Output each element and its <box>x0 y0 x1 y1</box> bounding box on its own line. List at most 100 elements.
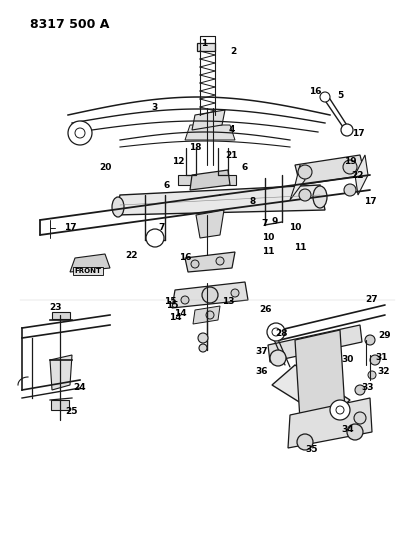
Circle shape <box>298 165 312 179</box>
Ellipse shape <box>112 197 124 217</box>
Circle shape <box>341 124 353 136</box>
Polygon shape <box>178 175 236 185</box>
Circle shape <box>75 128 85 138</box>
Text: FRONT: FRONT <box>73 266 103 276</box>
Text: 24: 24 <box>74 384 86 392</box>
Text: 22: 22 <box>126 251 138 260</box>
Polygon shape <box>268 325 362 362</box>
Circle shape <box>146 229 164 247</box>
Text: 3: 3 <box>152 103 158 112</box>
Circle shape <box>206 311 214 319</box>
Polygon shape <box>290 165 305 200</box>
Polygon shape <box>185 252 235 272</box>
Polygon shape <box>272 365 350 420</box>
Text: 36: 36 <box>256 367 268 376</box>
Text: 16: 16 <box>179 254 191 262</box>
Circle shape <box>68 121 92 145</box>
Text: 25: 25 <box>66 408 78 416</box>
Text: 20: 20 <box>99 164 111 173</box>
Circle shape <box>181 296 189 304</box>
Text: 17: 17 <box>364 198 376 206</box>
Text: 11: 11 <box>294 244 306 253</box>
Text: 6: 6 <box>242 164 248 173</box>
Text: 29: 29 <box>379 330 391 340</box>
Circle shape <box>191 260 199 268</box>
Polygon shape <box>190 170 230 190</box>
Text: 14: 14 <box>174 309 186 318</box>
Text: 9: 9 <box>272 217 278 227</box>
Text: 2: 2 <box>230 47 236 56</box>
Circle shape <box>199 344 207 352</box>
Text: 8317 500 A: 8317 500 A <box>30 18 109 31</box>
Text: 34: 34 <box>341 425 354 434</box>
Circle shape <box>267 323 285 341</box>
Circle shape <box>216 257 224 265</box>
Circle shape <box>202 287 218 303</box>
Polygon shape <box>50 355 72 390</box>
Text: 13: 13 <box>222 297 234 306</box>
Text: 23: 23 <box>49 303 61 312</box>
Circle shape <box>272 328 280 336</box>
Text: 5: 5 <box>337 91 343 100</box>
Text: 19: 19 <box>344 157 356 166</box>
Text: 22: 22 <box>352 171 364 180</box>
Text: 27: 27 <box>366 295 378 304</box>
Text: 8: 8 <box>250 198 256 206</box>
Text: 1: 1 <box>201 39 207 49</box>
Circle shape <box>343 160 357 174</box>
Text: 28: 28 <box>276 328 288 337</box>
Circle shape <box>330 400 350 420</box>
Text: 6: 6 <box>164 181 170 190</box>
Polygon shape <box>185 125 235 140</box>
Text: 11: 11 <box>262 247 274 256</box>
Text: 31: 31 <box>376 353 388 362</box>
Circle shape <box>297 434 313 450</box>
Text: 21: 21 <box>226 150 238 159</box>
Text: 15: 15 <box>164 297 176 306</box>
Text: 7: 7 <box>159 223 165 232</box>
Circle shape <box>370 355 380 365</box>
Polygon shape <box>288 398 372 448</box>
Polygon shape <box>295 330 345 420</box>
Text: 14: 14 <box>169 313 181 322</box>
Text: 35: 35 <box>306 446 318 455</box>
Text: 37: 37 <box>256 348 268 357</box>
Circle shape <box>270 350 286 366</box>
Circle shape <box>231 289 239 297</box>
Circle shape <box>355 385 365 395</box>
Text: 7: 7 <box>262 219 268 228</box>
Text: 16: 16 <box>309 87 321 96</box>
Circle shape <box>347 424 363 440</box>
Text: 10: 10 <box>262 233 274 243</box>
Text: 33: 33 <box>362 384 374 392</box>
Text: FRONT: FRONT <box>75 268 102 274</box>
Circle shape <box>368 371 376 379</box>
Polygon shape <box>115 185 325 215</box>
Text: 17: 17 <box>64 223 76 232</box>
Text: 10: 10 <box>289 223 301 232</box>
Polygon shape <box>355 155 368 195</box>
Text: 17: 17 <box>352 128 364 138</box>
Text: 30: 30 <box>342 356 354 365</box>
Circle shape <box>336 406 344 414</box>
Ellipse shape <box>313 186 327 208</box>
Text: 18: 18 <box>189 143 201 152</box>
Bar <box>52 312 70 319</box>
Text: 26: 26 <box>259 305 271 314</box>
Polygon shape <box>193 306 220 324</box>
Bar <box>51 400 69 410</box>
Circle shape <box>320 92 330 102</box>
Polygon shape <box>295 155 365 185</box>
Text: 12: 12 <box>172 157 184 166</box>
Circle shape <box>354 412 366 424</box>
Circle shape <box>344 184 356 196</box>
Text: 4: 4 <box>229 125 235 134</box>
Circle shape <box>198 333 208 343</box>
Polygon shape <box>196 210 224 238</box>
Circle shape <box>365 335 375 345</box>
Text: 32: 32 <box>378 367 390 376</box>
Polygon shape <box>192 110 225 130</box>
Circle shape <box>299 189 311 201</box>
Bar <box>197 43 215 51</box>
Polygon shape <box>70 254 110 272</box>
